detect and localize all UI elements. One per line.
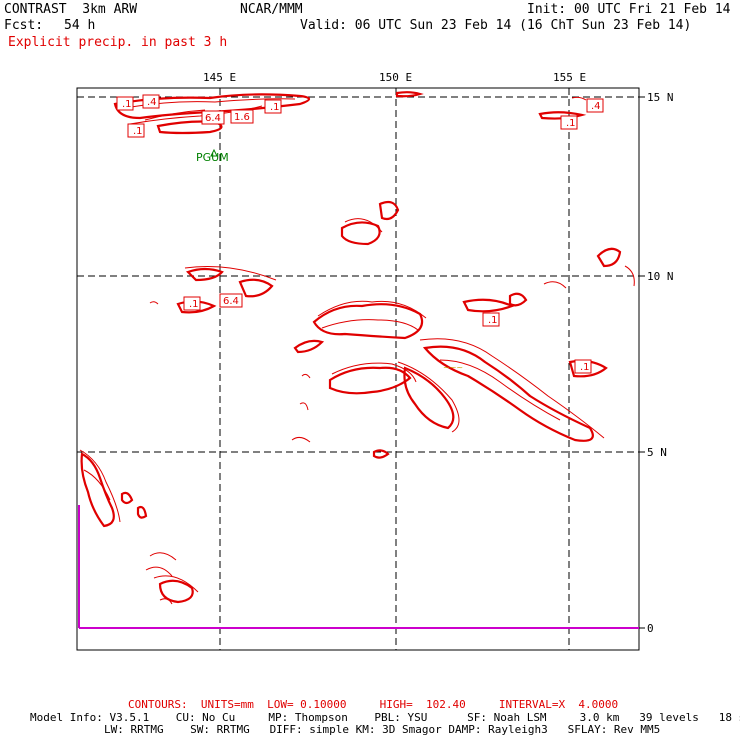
contour-label: .1 [127, 123, 145, 138]
svg-text:.1: .1 [566, 118, 576, 129]
lat-label-10: 10 N [647, 270, 674, 283]
contour-label: .1 [574, 359, 592, 374]
contour-label: 6.4 [201, 110, 225, 125]
contour-label: .4 [142, 94, 160, 109]
svg-text:6.4: 6.4 [205, 113, 221, 124]
contours-info: CONTOURS: UNITS=mm LOW= 0.10000 HIGH= 10… [128, 698, 619, 711]
field-title: Explicit precip. in past 3 h [8, 35, 228, 50]
station-label: PGUM [196, 151, 229, 164]
side-scale [78, 505, 639, 629]
svg-text:.4: .4 [591, 101, 601, 112]
map-frame [76, 87, 640, 651]
svg-text:.1: .1 [580, 362, 590, 373]
model-info-line-1: Model Info: V3.5.1 CU: No Cu MP: Thompso… [30, 711, 740, 724]
svg-text:6.4: 6.4 [223, 296, 239, 307]
svg-text:.1: .1 [133, 126, 143, 137]
svg-text:.1: .1 [122, 99, 132, 110]
precip-contours [79, 91, 635, 605]
svg-text:1.6: 1.6 [234, 112, 250, 123]
contour-label: .1 [116, 96, 134, 111]
lat-label-15: 15 N [647, 91, 674, 104]
contour-labels: .1 .4 6.4 1.6 .1 .1 .4 .1 .1 6.4 .1 .1 [116, 94, 604, 374]
model-title: CONTRAST 3km ARW [4, 2, 138, 17]
lon-label-145: 145 E [203, 71, 236, 84]
station-label-small: ~~~ [443, 363, 463, 372]
contour-label: 6.4 [219, 293, 243, 308]
lon-label-150: 150 E [379, 71, 412, 84]
side-scale-label: 0 [647, 622, 654, 635]
fcst-value: 54 h [64, 18, 96, 33]
contour-label: .1 [183, 296, 201, 311]
svg-text:.1: .1 [488, 315, 498, 326]
right-ticks [639, 96, 645, 629]
lat-label-5: 5 N [647, 446, 667, 459]
svg-text:.1: .1 [189, 299, 199, 310]
contour-label: .1 [264, 99, 282, 114]
valid-time: Valid: 06 UTC Sun 23 Feb 14 (16 ChT Sun … [300, 18, 692, 33]
fcst-label: Fcst: [4, 18, 44, 33]
contour-label: .4 [586, 98, 604, 113]
svg-text:.4: .4 [147, 97, 157, 108]
center-title: NCAR/MMM [240, 2, 303, 17]
model-info-line-2: LW: RRTMG SW: RRTMG DIFF: simple KM: 3D … [104, 723, 661, 736]
contour-label: .1 [560, 115, 578, 130]
contour-label: .1 [482, 312, 500, 327]
contour-label: 1.6 [230, 109, 254, 124]
init-time: Init: 00 UTC Fri 21 Feb 14 [527, 2, 731, 17]
svg-text:.1: .1 [270, 102, 280, 113]
station-marker-icon [210, 148, 218, 157]
lon-label-155: 155 E [553, 71, 586, 84]
